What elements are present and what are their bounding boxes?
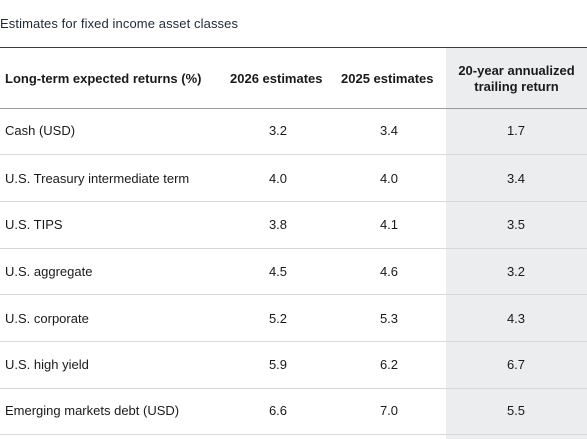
row-hist-value: 1.7 <box>506 123 526 138</box>
top-rule <box>0 47 587 48</box>
row-2025-value: 4.1 <box>379 217 399 232</box>
row-divider <box>0 248 587 249</box>
row-2025-value: 3.4 <box>379 123 399 138</box>
row-label: U.S. corporate <box>5 311 89 326</box>
row-label: U.S. Treasury intermediate term <box>5 171 190 186</box>
row-divider <box>0 154 587 155</box>
row-2025-value: 4.0 <box>379 171 399 186</box>
header-divider <box>0 108 587 109</box>
row-label: Emerging markets debt (USD) <box>5 403 180 418</box>
header-hist-line1: 20-year annualized <box>458 63 575 78</box>
row-label: U.S. TIPS <box>5 217 63 232</box>
row-label: U.S. high yield <box>5 357 89 372</box>
row-label: Cash (USD) <box>5 123 76 138</box>
row-divider <box>0 294 587 295</box>
highlight-column-background <box>446 48 587 439</box>
row-2026-value: 5.9 <box>268 357 288 372</box>
row-hist-value: 5.5 <box>506 403 526 418</box>
row-divider <box>0 341 587 342</box>
row-2026-value: 3.2 <box>268 123 288 138</box>
row-2026-value: 5.2 <box>268 311 288 326</box>
row-2025-value: 5.3 <box>379 311 399 326</box>
row-label: U.S. aggregate <box>5 264 93 279</box>
row-2025-value: 7.0 <box>379 403 399 418</box>
row-2026-value: 4.0 <box>268 171 288 186</box>
header-2025: 2025 estimates <box>341 71 434 86</box>
header-2026: 2026 estimates <box>230 71 323 86</box>
table-title: Estimates for fixed income asset classes <box>0 16 239 31</box>
header-hist-line2: trailing return <box>474 79 559 94</box>
row-2026-value: 3.8 <box>268 217 288 232</box>
header-label: Long-term expected returns (%) <box>5 71 202 86</box>
row-hist-value: 3.4 <box>506 171 526 186</box>
row-hist-value: 3.2 <box>506 264 526 279</box>
row-2026-value: 6.6 <box>268 403 288 418</box>
row-2025-value: 4.6 <box>379 264 399 279</box>
row-divider <box>0 434 587 435</box>
row-hist-value: 6.7 <box>506 357 526 372</box>
row-hist-value: 3.5 <box>506 217 526 232</box>
row-hist-value: 4.3 <box>506 311 526 326</box>
row-divider <box>0 201 587 202</box>
row-2026-value: 4.5 <box>268 264 288 279</box>
row-divider <box>0 388 587 389</box>
row-2025-value: 6.2 <box>379 357 399 372</box>
